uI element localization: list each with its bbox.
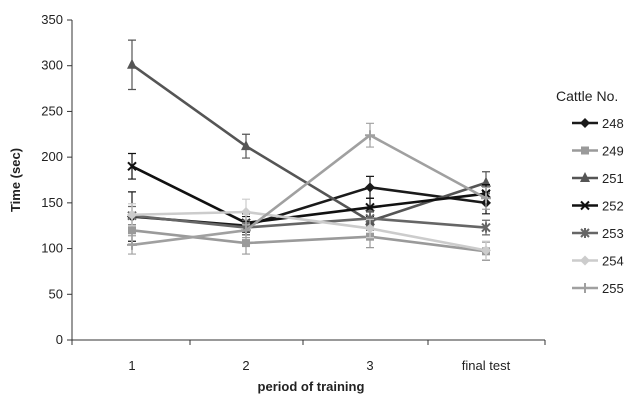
legend: Cattle No. 248 249 251 252 253 254 255: [556, 88, 624, 296]
series-line-252: [131, 165, 487, 225]
series-line-251: [131, 63, 487, 223]
legend-marker: [580, 255, 590, 266]
series-line-253: [131, 214, 487, 229]
y-tick-label: 300: [41, 58, 63, 73]
data-point-255: [481, 193, 491, 204]
series-248: [127, 175, 491, 242]
x-axis-title: period of training: [258, 379, 365, 394]
data-point-255: [365, 130, 375, 141]
y-axis-title: Time (sec): [8, 148, 23, 212]
y-tick-label: 150: [41, 195, 63, 210]
series-251: [127, 39, 491, 231]
chart-axes: [71, 20, 545, 341]
legend-label: 255: [602, 281, 624, 296]
legend-marker: [581, 146, 589, 155]
legend-item-255: 255: [572, 281, 624, 296]
legend-item-254: 254: [572, 254, 624, 269]
y-tick-group: 0 50 100 150 200 250 300 350: [41, 12, 72, 347]
legend-label: 252: [602, 199, 624, 214]
x-tick-label: 3: [366, 358, 373, 373]
legend-label: 254: [602, 254, 624, 269]
y-tick-label: 100: [41, 241, 63, 256]
data-point-249: [242, 239, 250, 248]
legend-marker: [580, 118, 590, 128]
legend-item-251: 251: [572, 171, 624, 186]
data-point-253: [481, 222, 491, 233]
legend-title: Cattle No.: [556, 88, 618, 104]
data-point-251: [241, 140, 251, 151]
x-tick-label: 2: [242, 358, 249, 373]
y-tick-label: 200: [41, 149, 63, 164]
data-point-251: [127, 58, 137, 69]
series-line-255: [131, 133, 487, 247]
legend-marker: [580, 228, 590, 238]
y-tick-label: 0: [56, 332, 63, 347]
data-point-255: [241, 225, 251, 236]
legend-marker: [580, 172, 590, 182]
x-tick-label: 1: [128, 358, 135, 373]
legend-item-253: 253: [572, 226, 624, 241]
legend-item-249: 249: [572, 144, 624, 159]
data-point-249: [128, 226, 136, 235]
y-tick-label: 250: [41, 103, 63, 118]
data-point-254: [365, 223, 375, 234]
data-point-255: [127, 239, 137, 250]
y-tick-label: 50: [49, 286, 63, 301]
data-point-252: [127, 161, 137, 171]
data-point-254: [241, 207, 251, 217]
legend-label: 248: [602, 116, 624, 131]
data-point-248: [365, 182, 375, 193]
series-line-254: [131, 210, 487, 252]
data-point-252: [365, 202, 375, 213]
data-point-254: [481, 245, 491, 256]
legend-marker: [580, 283, 590, 293]
legend-label: 251: [602, 171, 624, 186]
x-tick-label: final test: [462, 358, 511, 373]
x-tick-group: 1 2 3 final test: [71, 340, 546, 373]
series-255: [127, 122, 491, 255]
series-group: [127, 39, 491, 262]
series-254: [127, 198, 491, 261]
legend-label: 253: [602, 226, 624, 241]
data-point-254: [127, 209, 137, 220]
y-tick-label: 350: [41, 12, 63, 27]
legend-item-252: 252: [572, 199, 624, 214]
legend-label: 249: [602, 144, 624, 159]
legend-item-248: 248: [572, 116, 624, 131]
legend-marker: [580, 200, 590, 211]
